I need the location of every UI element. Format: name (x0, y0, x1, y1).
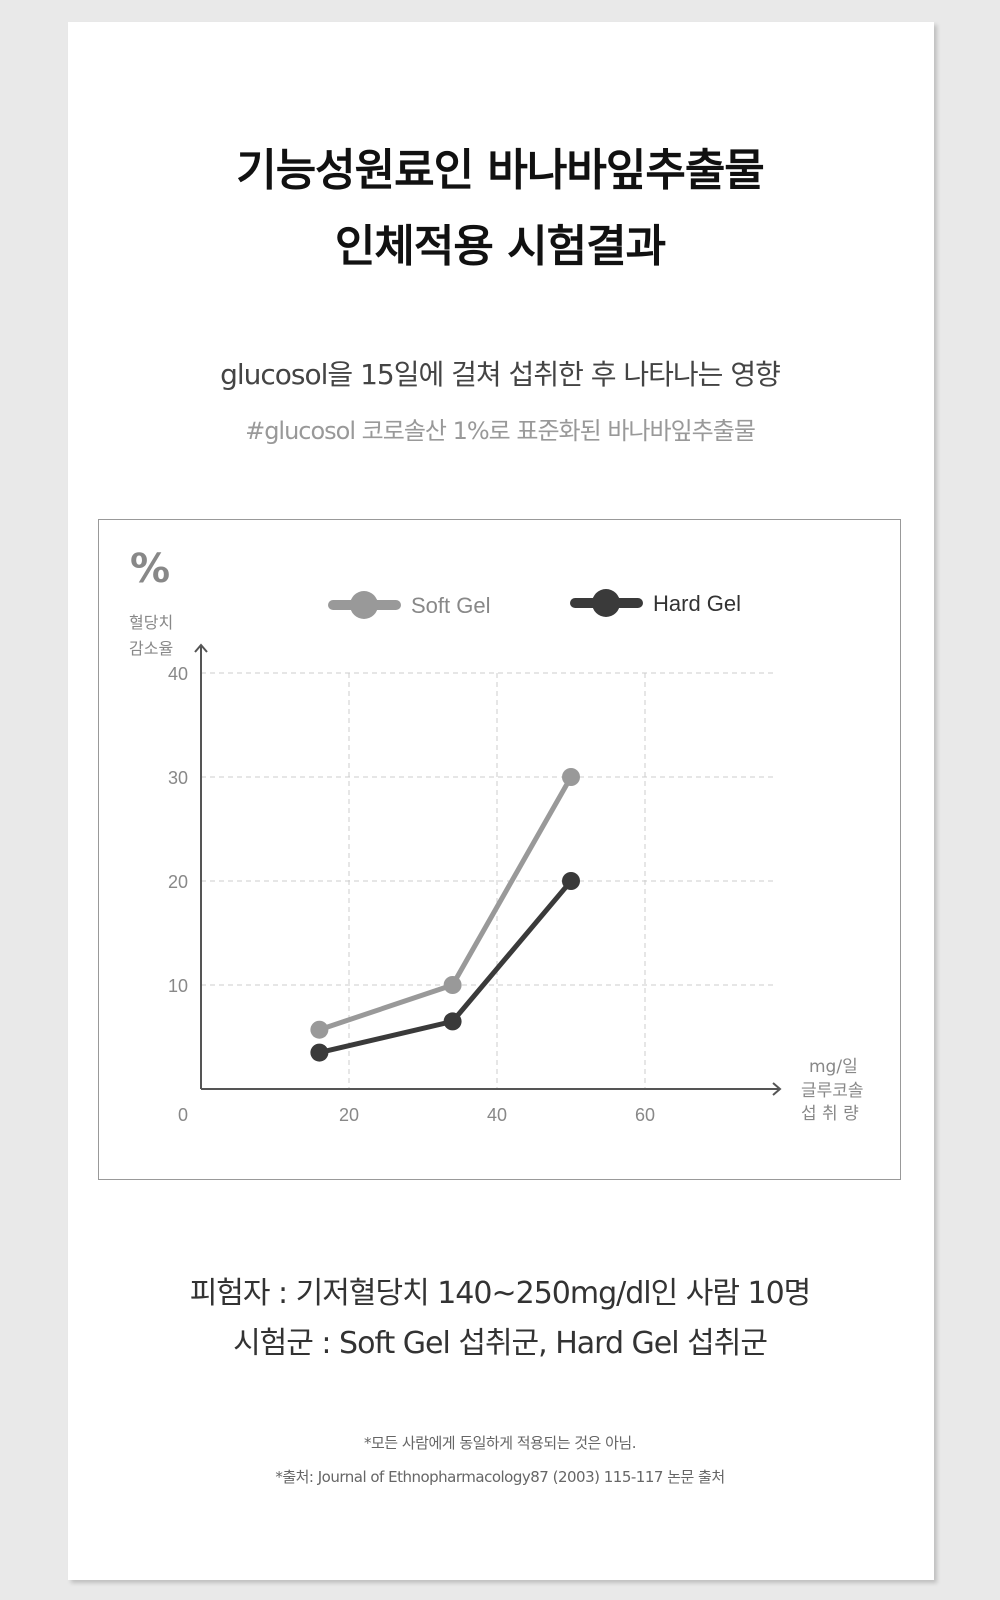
data-point (562, 768, 580, 786)
legend-label: Soft Gel (411, 593, 490, 618)
test-groups-info: 시험군 : Soft Gel 섭취군, Hard Gel 섭취군 (233, 1326, 768, 1361)
content-card (68, 22, 934, 1580)
x-tick-label: 20 (339, 1105, 359, 1125)
x-axis-arrow-icon (772, 1082, 782, 1096)
subjects-info: 피험자 : 기저혈당치 140~250mg/dl인 사람 10명 (189, 1276, 812, 1311)
data-point (310, 1043, 329, 1062)
y-tick-label: 10 (168, 976, 188, 996)
data-point (562, 872, 580, 890)
y-tick-label: 40 (168, 664, 188, 684)
x-axis-label-line1: 글루코솔 (801, 1081, 864, 1101)
y-axis-arrow-icon (194, 643, 208, 653)
y-axis-label-line2: 감소율 (129, 639, 174, 658)
legend-swatch-marker (350, 591, 378, 619)
y-axis-label-line1: 혈당치 (129, 613, 174, 632)
series-line-soft-gel (318, 775, 574, 1033)
x-tick-label: 40 (487, 1105, 507, 1125)
page-title-line2: 인체적용 시험결과 (334, 221, 666, 272)
x-axis-label-line2: 섭 취 량 (801, 1104, 859, 1124)
legend-swatch-marker (592, 589, 620, 617)
x-tick-label: 0 (178, 1105, 188, 1125)
hashtag-caption: #glucosol 코로솔산 1%로 표준화된 바나바잎추출물 (245, 417, 756, 445)
y-tick-label: 30 (168, 768, 188, 788)
legend-label: Hard Gel (653, 591, 741, 616)
data-point (310, 1020, 329, 1039)
x-tick-label: 60 (635, 1105, 655, 1125)
chart-frame (98, 519, 901, 1180)
page-title-line1: 기능성원료인 바나바잎추출물 (236, 145, 765, 196)
disclaimer-note: *모든 사람에게 동일하게 적용되는 것은 아님. (363, 1434, 637, 1452)
data-point (443, 1012, 462, 1031)
source-note: *출처: Journal of Ethnopharmacology87 (200… (275, 1468, 725, 1486)
y-tick-label: 20 (168, 872, 188, 892)
data-point (443, 976, 462, 994)
x-axis-unit: mg/일 (809, 1057, 858, 1077)
series-line-hard-gel (318, 879, 573, 1056)
subtitle: glucosol을 15일에 걸쳐 섭취한 후 나타나는 영향 (220, 358, 781, 391)
y-axis-unit: % (130, 546, 171, 592)
